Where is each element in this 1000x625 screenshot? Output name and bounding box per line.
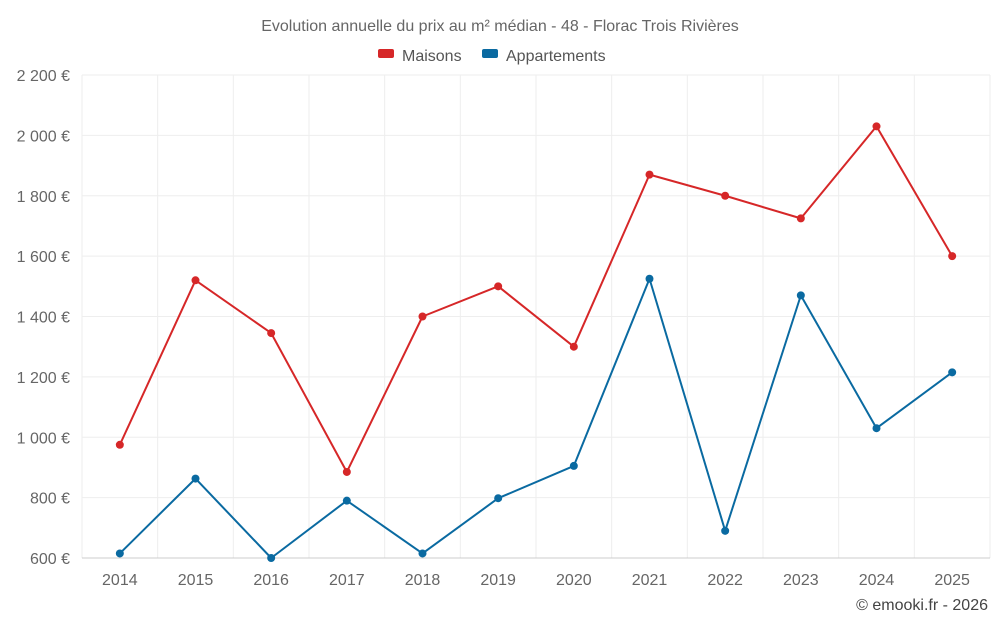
data-point-appartements[interactable]: [721, 526, 730, 535]
y-tick-label: 1 400 €: [17, 310, 70, 327]
data-point-maisons[interactable]: [872, 122, 881, 131]
series: [115, 122, 957, 562]
data-point-maisons[interactable]: [115, 440, 124, 449]
credit: © emooki.fr - 2026: [856, 597, 988, 614]
x-tick-label: 2022: [707, 572, 743, 589]
data-point-appartements[interactable]: [342, 496, 351, 505]
y-tick-label: 800 €: [30, 491, 70, 508]
x-tick-label: 2014: [102, 572, 138, 589]
legend-swatch-appartements: [482, 49, 498, 58]
data-point-appartements[interactable]: [115, 549, 124, 558]
data-point-appartements[interactable]: [418, 549, 427, 558]
data-point-appartements[interactable]: [645, 274, 654, 283]
data-point-appartements[interactable]: [872, 424, 881, 433]
x-tick-label: 2025: [934, 572, 970, 589]
legend-item-maisons[interactable]: Maisons: [378, 48, 462, 65]
grid: [81, 74, 991, 559]
x-tick-label: 2020: [556, 572, 592, 589]
series-maisons: [115, 122, 957, 476]
data-point-maisons[interactable]: [267, 329, 276, 338]
data-point-appartements[interactable]: [948, 368, 957, 377]
data-point-maisons[interactable]: [494, 282, 503, 291]
data-point-appartements[interactable]: [569, 461, 578, 470]
x-tick-label: 2023: [783, 572, 819, 589]
y-tick-label: 1 800 €: [17, 189, 70, 206]
data-point-maisons[interactable]: [721, 191, 730, 200]
data-point-maisons[interactable]: [342, 467, 351, 476]
y-tick-label: 2 200 €: [17, 68, 70, 85]
y-tick-label: 1 600 €: [17, 249, 70, 266]
y-tick-label: 1 000 €: [17, 430, 70, 447]
legend: Maisons Appartements: [378, 48, 606, 65]
legend-swatch-maisons: [378, 49, 394, 58]
data-point-maisons[interactable]: [569, 342, 578, 351]
x-tick-label: 2024: [859, 572, 895, 589]
series-line-appartements: [119, 277, 953, 559]
data-point-appartements[interactable]: [494, 494, 503, 503]
data-point-maisons[interactable]: [948, 252, 957, 261]
x-tick-label: 2021: [632, 572, 668, 589]
data-point-maisons[interactable]: [191, 276, 200, 285]
legend-label-appartements: Appartements: [506, 48, 606, 65]
legend-item-appartements[interactable]: Appartements: [482, 48, 606, 65]
series-line-maisons: [118, 125, 954, 473]
x-tick-label: 2017: [329, 572, 365, 589]
data-point-maisons[interactable]: [796, 214, 805, 223]
data-point-maisons[interactable]: [645, 170, 654, 179]
x-tick-label: 2018: [405, 572, 441, 589]
y-tick-label: 1 200 €: [17, 370, 70, 387]
x-axis: 2014 2015 2016 2017 2018 2019 2020 2021 2022 2023…: [82, 557, 990, 589]
y-tick-label: 600 €: [30, 551, 70, 568]
chart-title: Evolution annuelle du prix au m² médian …: [261, 18, 739, 35]
x-tick-label: 2016: [253, 572, 289, 589]
x-tick-label: 2019: [480, 572, 516, 589]
y-axis: 600 € 800 € 1 000 € 1 200 € 1 400 € 1 600 € 1 …: [17, 68, 70, 568]
data-point-appartements[interactable]: [191, 474, 200, 483]
data-point-appartements[interactable]: [267, 554, 276, 562]
legend-label-maisons: Maisons: [402, 48, 462, 65]
x-tick-label: 2015: [178, 572, 214, 589]
data-point-appartements[interactable]: [796, 291, 805, 300]
y-tick-label: 2 000 €: [17, 128, 70, 145]
data-point-maisons[interactable]: [418, 312, 427, 321]
series-appartements: [115, 274, 957, 562]
